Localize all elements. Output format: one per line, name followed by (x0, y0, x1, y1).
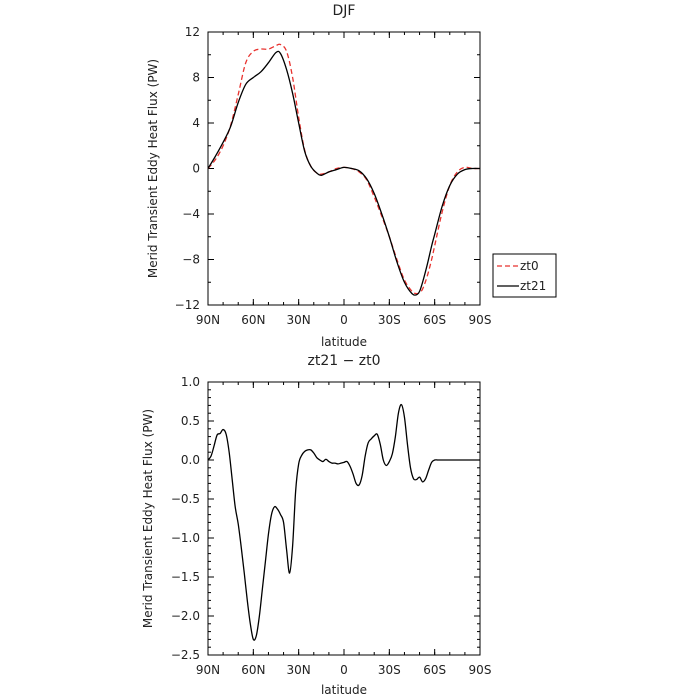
legend-label-zt21: zt21 (520, 279, 546, 293)
chart-title: zt21 − zt0 (307, 353, 380, 369)
y-tick-label: 0.0 (181, 453, 200, 467)
y-tick-label: 1.0 (181, 375, 200, 389)
x-tick-label: 60N (241, 313, 265, 327)
y-tick-label: −4 (182, 207, 200, 221)
x-axis-label: latitude (321, 683, 367, 697)
y-tick-label: 12 (185, 25, 200, 39)
y-tick-label: −2.0 (171, 609, 200, 623)
y-tick-label: −8 (182, 253, 200, 267)
x-tick-label: 30N (287, 663, 311, 677)
y-tick-label: −0.5 (171, 492, 200, 506)
y-tick-label: −1.0 (171, 531, 200, 545)
y-tick-label: 4 (192, 116, 200, 130)
y-tick-label: −12 (175, 298, 200, 312)
y-axis-label: Merid Transient Eddy Heat Flux (PW) (141, 409, 155, 628)
x-tick-label: 60S (423, 663, 446, 677)
legend-box (492, 253, 557, 298)
y-tick-label: 0.5 (181, 414, 200, 428)
series-line-series-0 (207, 403, 480, 641)
legend-label-zt0: zt0 (520, 259, 539, 273)
y-tick-label: 0 (192, 162, 200, 176)
series-line-zt21 (207, 50, 481, 296)
x-tick-label: 90S (469, 663, 492, 677)
chart-title: DJF (333, 3, 356, 19)
x-tick-label: 0 (340, 663, 348, 677)
x-tick-label: 90N (196, 313, 220, 327)
series-line-zt0 (207, 43, 481, 295)
x-tick-label: 30S (378, 663, 401, 677)
y-tick-label: −1.5 (171, 570, 200, 584)
x-tick-label: 60N (241, 663, 265, 677)
x-tick-label: 90S (469, 313, 492, 327)
x-tick-label: 30S (378, 313, 401, 327)
x-tick-label: 90N (196, 663, 220, 677)
y-axis-label: Merid Transient Eddy Heat Flux (PW) (146, 59, 160, 278)
y-tick-label: −2.5 (171, 648, 200, 662)
plot-frame (207, 31, 481, 306)
x-axis-label: latitude (321, 335, 367, 349)
x-tick-label: 30N (287, 313, 311, 327)
x-tick-label: 0 (340, 313, 348, 327)
legend: zt0 zt21 (492, 253, 557, 298)
y-tick-label: 8 (192, 71, 200, 85)
x-tick-label: 60S (423, 313, 446, 327)
